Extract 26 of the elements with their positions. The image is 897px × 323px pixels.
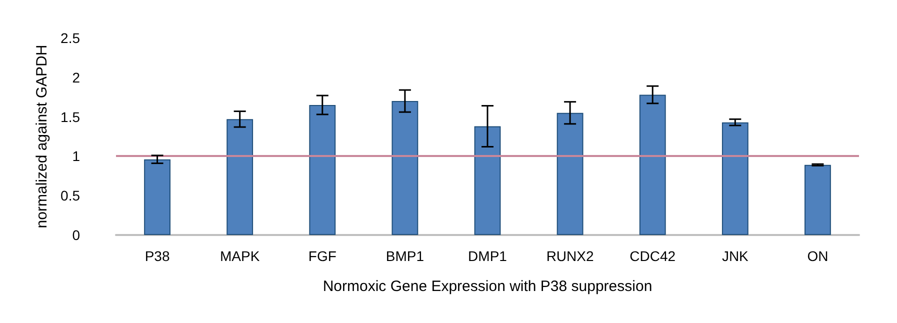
- bar: [144, 159, 170, 235]
- x-tick-label: CDC42: [630, 248, 676, 264]
- x-tick-label: MAPK: [220, 248, 260, 264]
- x-tick-label: RUNX2: [546, 248, 594, 264]
- y-tick-label: 0: [72, 227, 80, 243]
- x-tick-label: P38: [144, 248, 170, 264]
- y-tick-label: 1.5: [60, 108, 80, 125]
- bar: [226, 119, 254, 235]
- bar: [722, 122, 748, 235]
- x-axis-title: Normoxic Gene Expression with P38 suppression: [322, 278, 652, 295]
- x-tick-label: FGF: [308, 248, 336, 264]
- x-tick-label: ON: [807, 248, 828, 264]
- x-tick-label: DMP1: [468, 248, 508, 264]
- y-tick-label: 2: [72, 69, 80, 86]
- y-tick-label: 1: [72, 148, 80, 164]
- bar: [556, 112, 584, 235]
- y-tick-label: 2.5: [60, 30, 80, 46]
- x-tick-label: BMP1: [386, 248, 424, 264]
- y-axis-title: normalized against GAPDH: [34, 44, 51, 228]
- y-tick-label: 0.5: [60, 188, 80, 204]
- x-tick-label: JNK: [722, 248, 750, 264]
- bar: [474, 126, 501, 235]
- bar: [309, 104, 336, 235]
- bar: [804, 164, 831, 235]
- bar: [639, 94, 666, 235]
- bar: [392, 101, 418, 235]
